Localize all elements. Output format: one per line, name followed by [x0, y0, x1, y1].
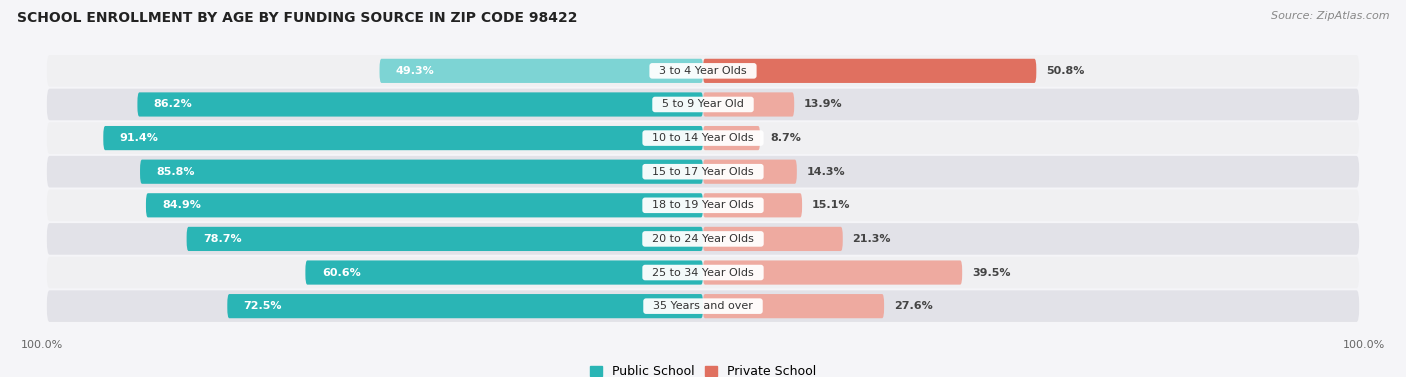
Text: 100.0%: 100.0% — [1343, 340, 1385, 350]
FancyBboxPatch shape — [703, 92, 794, 116]
Text: 15.1%: 15.1% — [811, 200, 851, 210]
Text: 86.2%: 86.2% — [153, 100, 193, 109]
Text: 60.6%: 60.6% — [322, 268, 360, 277]
FancyBboxPatch shape — [187, 227, 703, 251]
Text: 25 to 34 Year Olds: 25 to 34 Year Olds — [645, 268, 761, 277]
Text: 14.3%: 14.3% — [807, 167, 845, 177]
Text: 72.5%: 72.5% — [243, 301, 283, 311]
Text: 100.0%: 100.0% — [21, 340, 63, 350]
Text: 49.3%: 49.3% — [396, 66, 434, 76]
FancyBboxPatch shape — [46, 156, 1360, 187]
FancyBboxPatch shape — [703, 126, 761, 150]
FancyBboxPatch shape — [228, 294, 703, 318]
Text: SCHOOL ENROLLMENT BY AGE BY FUNDING SOURCE IN ZIP CODE 98422: SCHOOL ENROLLMENT BY AGE BY FUNDING SOUR… — [17, 11, 578, 25]
Text: 91.4%: 91.4% — [120, 133, 159, 143]
FancyBboxPatch shape — [703, 159, 797, 184]
FancyBboxPatch shape — [46, 290, 1360, 322]
FancyBboxPatch shape — [703, 227, 842, 251]
Text: 50.8%: 50.8% — [1046, 66, 1084, 76]
Text: 15 to 17 Year Olds: 15 to 17 Year Olds — [645, 167, 761, 177]
Text: Source: ZipAtlas.com: Source: ZipAtlas.com — [1271, 11, 1389, 21]
FancyBboxPatch shape — [46, 190, 1360, 221]
Text: 21.3%: 21.3% — [852, 234, 891, 244]
Text: 27.6%: 27.6% — [894, 301, 932, 311]
Text: 18 to 19 Year Olds: 18 to 19 Year Olds — [645, 200, 761, 210]
FancyBboxPatch shape — [703, 261, 962, 285]
FancyBboxPatch shape — [46, 223, 1360, 255]
FancyBboxPatch shape — [46, 122, 1360, 154]
Text: 8.7%: 8.7% — [770, 133, 801, 143]
FancyBboxPatch shape — [46, 55, 1360, 87]
FancyBboxPatch shape — [146, 193, 703, 218]
Text: 20 to 24 Year Olds: 20 to 24 Year Olds — [645, 234, 761, 244]
FancyBboxPatch shape — [46, 257, 1360, 288]
FancyBboxPatch shape — [703, 294, 884, 318]
Text: 5 to 9 Year Old: 5 to 9 Year Old — [655, 100, 751, 109]
FancyBboxPatch shape — [380, 59, 703, 83]
Text: 84.9%: 84.9% — [162, 200, 201, 210]
Text: 85.8%: 85.8% — [156, 167, 195, 177]
Text: 39.5%: 39.5% — [972, 268, 1011, 277]
Text: 13.9%: 13.9% — [804, 100, 842, 109]
Text: 78.7%: 78.7% — [202, 234, 242, 244]
FancyBboxPatch shape — [305, 261, 703, 285]
FancyBboxPatch shape — [138, 92, 703, 116]
Legend: Public School, Private School: Public School, Private School — [585, 360, 821, 377]
Text: 35 Years and over: 35 Years and over — [647, 301, 759, 311]
FancyBboxPatch shape — [103, 126, 703, 150]
FancyBboxPatch shape — [703, 59, 1036, 83]
FancyBboxPatch shape — [141, 159, 703, 184]
Text: 10 to 14 Year Olds: 10 to 14 Year Olds — [645, 133, 761, 143]
FancyBboxPatch shape — [703, 193, 801, 218]
FancyBboxPatch shape — [46, 89, 1360, 120]
Text: 3 to 4 Year Olds: 3 to 4 Year Olds — [652, 66, 754, 76]
